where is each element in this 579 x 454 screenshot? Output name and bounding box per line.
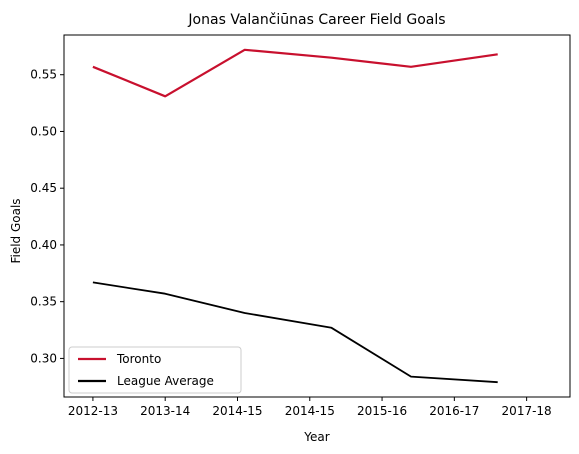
chart-title: Jonas Valančiūnas Career Field Goals bbox=[187, 12, 445, 28]
plot-area: 0.30 0.35 0.40 0.45 0.50 0.55 2012-13 2013-14 20… bbox=[30, 34, 571, 418]
axes-frame bbox=[63, 34, 571, 398]
y-tick-label: 0.30 bbox=[30, 351, 57, 365]
y-tick-label: 0.45 bbox=[30, 181, 57, 195]
x-tick-label: 2017-18 bbox=[502, 404, 552, 418]
series-line-2 bbox=[92, 281, 498, 384]
x-tick-label: 2014-15 bbox=[285, 404, 335, 418]
y-tick-label: 0.35 bbox=[30, 295, 57, 309]
legend-entry: Toronto bbox=[116, 352, 161, 366]
legend-entry: League Average bbox=[117, 374, 214, 388]
x-tick-label: 2016-17 bbox=[429, 404, 479, 418]
y-tick-label: 0.55 bbox=[30, 68, 57, 82]
series-line-1 bbox=[92, 48, 498, 98]
x-tick-label: 2012-13 bbox=[68, 404, 118, 418]
legend: Toronto League Average bbox=[68, 346, 242, 394]
x-tick-label: 2015-16 bbox=[357, 404, 407, 418]
x-axis-label: Year bbox=[303, 430, 329, 444]
y-tick-label: 0.50 bbox=[30, 124, 57, 138]
legend-box bbox=[68, 346, 242, 394]
y-axis-label: Field Goals bbox=[9, 198, 23, 263]
x-tick-label: 2013-14 bbox=[140, 404, 190, 418]
x-tick-label: 2014-15 bbox=[212, 404, 262, 418]
y-tick-label: 0.40 bbox=[30, 238, 57, 252]
